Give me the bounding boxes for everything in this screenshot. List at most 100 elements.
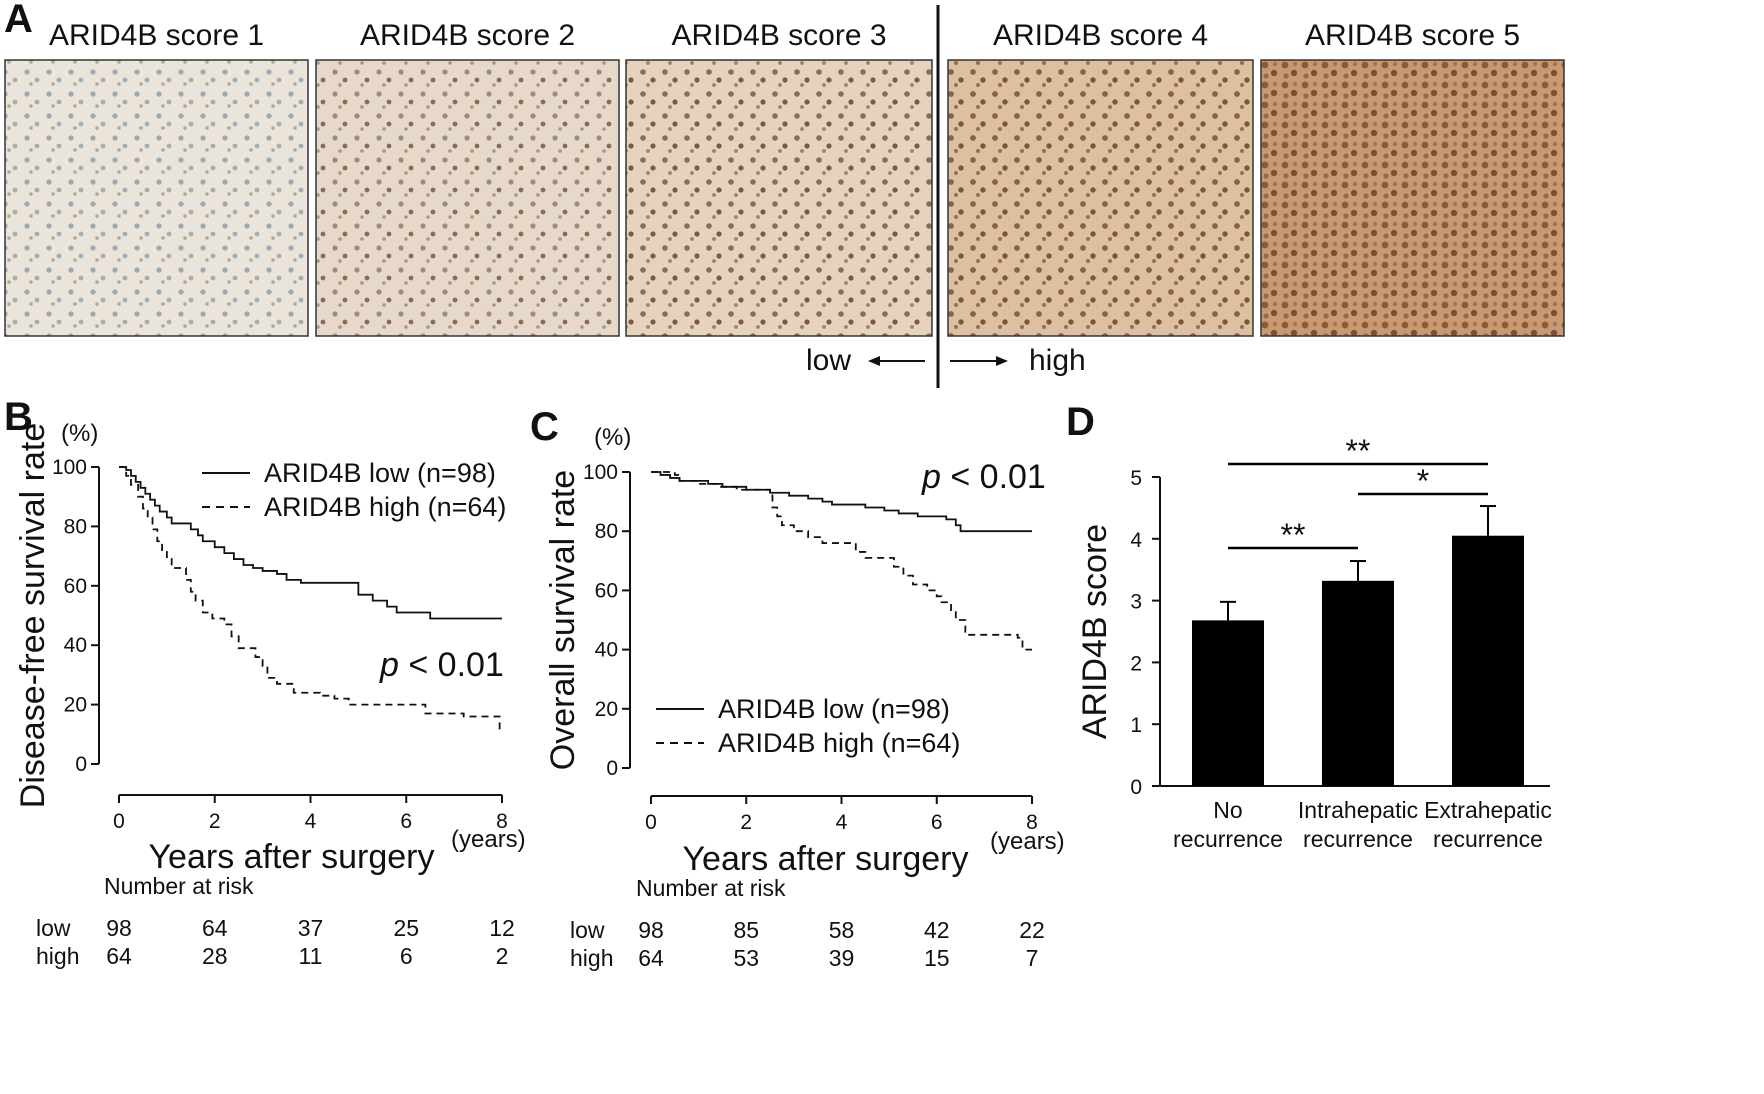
- chart-c-risk-value: 53: [733, 945, 759, 971]
- ihc-image-score-1: [4, 59, 309, 337]
- chart-b-risk-value: 2: [496, 943, 509, 969]
- chart-b-x-tick-label: 4: [305, 810, 317, 833]
- panel-letter-a: A: [4, 0, 33, 41]
- low-label: low: [806, 344, 851, 377]
- chart-c-y-tick-label: 80: [595, 520, 618, 543]
- chart-c-x-axis-title: Years after surgery: [683, 840, 969, 878]
- chart-b-risk-value: 25: [393, 915, 419, 941]
- chart-c-legend-label-high: ARID4B high (n=64): [718, 728, 960, 758]
- chart-b-risk-value: 64: [106, 943, 132, 969]
- chart-c-y-unit: (%): [594, 424, 631, 451]
- ihc-title-score-2: ARID4B score 2: [360, 19, 575, 52]
- chart-b-risk-row-label: high: [36, 943, 79, 969]
- chart-b-y-tick-label: 20: [64, 694, 87, 717]
- chart-d-y-tick-label: 5: [1130, 467, 1142, 490]
- chart-overall-survival: 0 20 40 60 80 100 0 2 4 6 8 (%) (years) Years after s…: [544, 424, 1065, 971]
- ihc-image-score-2: [315, 59, 620, 337]
- chart-d-bar: [1192, 620, 1264, 786]
- chart-b-risk-value: 28: [202, 943, 228, 969]
- chart-d-category-label: Extrahepatic: [1424, 797, 1552, 823]
- chart-d-y-tick-label: 0: [1130, 776, 1142, 799]
- chart-d-y-tick-label: 3: [1130, 591, 1142, 614]
- chart-c-risk-value: 98: [638, 917, 664, 943]
- chart-c-x-tick-label: 0: [645, 811, 657, 834]
- chart-d-significance-label: **: [1346, 433, 1371, 469]
- chart-d-category-label: No: [1213, 797, 1242, 823]
- chart-c-risk-value: 58: [829, 917, 855, 943]
- chart-d-category-label: recurrence: [1173, 826, 1283, 852]
- chart-disease-free-survival: 0 20 40 60 80 100 0 2 4 6 8 (%) (years) Years after s…: [14, 420, 526, 969]
- chart-c-risk-value: 7: [1026, 945, 1039, 971]
- chart-c-y-tick-label: 0: [606, 757, 618, 780]
- chart-c-risk-value: 64: [638, 945, 664, 971]
- chart-d-y-tick-label: 2: [1130, 652, 1142, 675]
- chart-c-x-tick-label: 8: [1026, 811, 1038, 834]
- low-arrow-icon: [868, 356, 925, 366]
- chart-c-y-tick-label: 40: [595, 639, 618, 662]
- chart-c-risk-value: 42: [924, 917, 950, 943]
- chart-b-y-unit: (%): [61, 420, 98, 447]
- panel-letter-d: D: [1066, 400, 1095, 444]
- chart-c-risk-title: Number at risk: [636, 875, 786, 901]
- chart-c-y-axis-title: Overall survival rate: [544, 470, 582, 770]
- panel-letter-c: C: [530, 405, 559, 449]
- chart-d-significance-label: *: [1417, 463, 1429, 499]
- chart-b-x-unit: (years): [451, 826, 526, 853]
- chart-c-x-tick-label: 2: [740, 811, 752, 834]
- high-label: high: [1029, 344, 1086, 377]
- chart-b-risk-title: Number at risk: [104, 873, 254, 899]
- ihc-title-score-1: ARID4B score 1: [49, 19, 264, 52]
- chart-b-y-tick-label: 100: [52, 456, 87, 479]
- chart-b-legend-label-low: ARID4B low (n=98): [264, 458, 496, 488]
- ihc-title-score-4: ARID4B score 4: [993, 19, 1208, 52]
- high-arrow-icon: [950, 356, 1008, 366]
- chart-b-risk-value: 6: [400, 943, 413, 969]
- chart-b-x-tick-label: 8: [496, 810, 508, 833]
- chart-c-y-tick-label: 100: [583, 461, 618, 484]
- chart-d-y-axis-title: ARID4B score: [1076, 524, 1114, 739]
- chart-b-risk-value: 11: [299, 943, 323, 969]
- chart-arid4b-score-bars: 0 1 2 3 4 5 ARID4B score No recurrence Intrahepat…: [1076, 433, 1552, 852]
- chart-c-curve-high: [651, 471, 1032, 651]
- chart-b-x-tick-label: 0: [113, 810, 125, 833]
- chart-b-x-tick-label: 6: [400, 810, 412, 833]
- chart-c-risk-value: 22: [1019, 917, 1045, 943]
- chart-b-risk-row-label: low: [36, 915, 71, 941]
- chart-d-category-label: Intrahepatic: [1298, 797, 1418, 823]
- chart-b-risk-value: 37: [298, 915, 324, 941]
- panel-letter-b: B: [4, 395, 33, 439]
- chart-b-x-axis-title: Years after surgery: [149, 838, 435, 876]
- chart-d-category-label: recurrence: [1303, 826, 1413, 852]
- chart-b-y-tick-label: 80: [64, 515, 87, 538]
- chart-c-legend-label-low: ARID4B low (n=98): [718, 694, 950, 724]
- chart-d-significance-label: **: [1281, 517, 1306, 553]
- chart-c-p-value: p < 0.01: [921, 458, 1046, 496]
- chart-c-risk-value: 39: [829, 945, 855, 971]
- chart-b-curve-high: [119, 466, 502, 733]
- chart-d-y-tick-label: 1: [1130, 714, 1142, 737]
- chart-b-x-tick-label: 2: [209, 810, 221, 833]
- ihc-image-score-4: [947, 59, 1254, 337]
- chart-b-y-tick-label: 40: [64, 634, 87, 657]
- chart-b-y-tick-label: 60: [64, 575, 87, 598]
- chart-c-risk-value: 15: [924, 945, 950, 971]
- chart-b-risk-value: 12: [489, 915, 515, 941]
- chart-b-p-value: p < 0.01: [379, 646, 504, 684]
- chart-b-risk-value: 98: [106, 915, 132, 941]
- chart-b-curve-low: [119, 466, 502, 620]
- ihc-image-score-5: [1260, 59, 1565, 337]
- chart-c-x-tick-label: 6: [931, 811, 943, 834]
- chart-d-y-tick-label: 4: [1130, 529, 1142, 552]
- chart-d-category-label: recurrence: [1433, 826, 1543, 852]
- chart-b-risk-value: 64: [202, 915, 228, 941]
- chart-b-legend-label-high: ARID4B high (n=64): [264, 492, 506, 522]
- ihc-image-score-3: [625, 59, 933, 337]
- chart-c-risk-value: 85: [733, 917, 759, 943]
- chart-b-y-tick-label: 0: [75, 753, 87, 776]
- chart-c-risk-row-label: high: [570, 945, 613, 971]
- ihc-title-score-3: ARID4B score 3: [671, 19, 886, 52]
- chart-b-y-axis-title: Disease-free survival rate: [14, 423, 52, 808]
- chart-d-bar: [1452, 535, 1524, 786]
- ihc-image-row: ARID4B score 1 ARID4B score 2 ARID4B score…: [4, 19, 1565, 337]
